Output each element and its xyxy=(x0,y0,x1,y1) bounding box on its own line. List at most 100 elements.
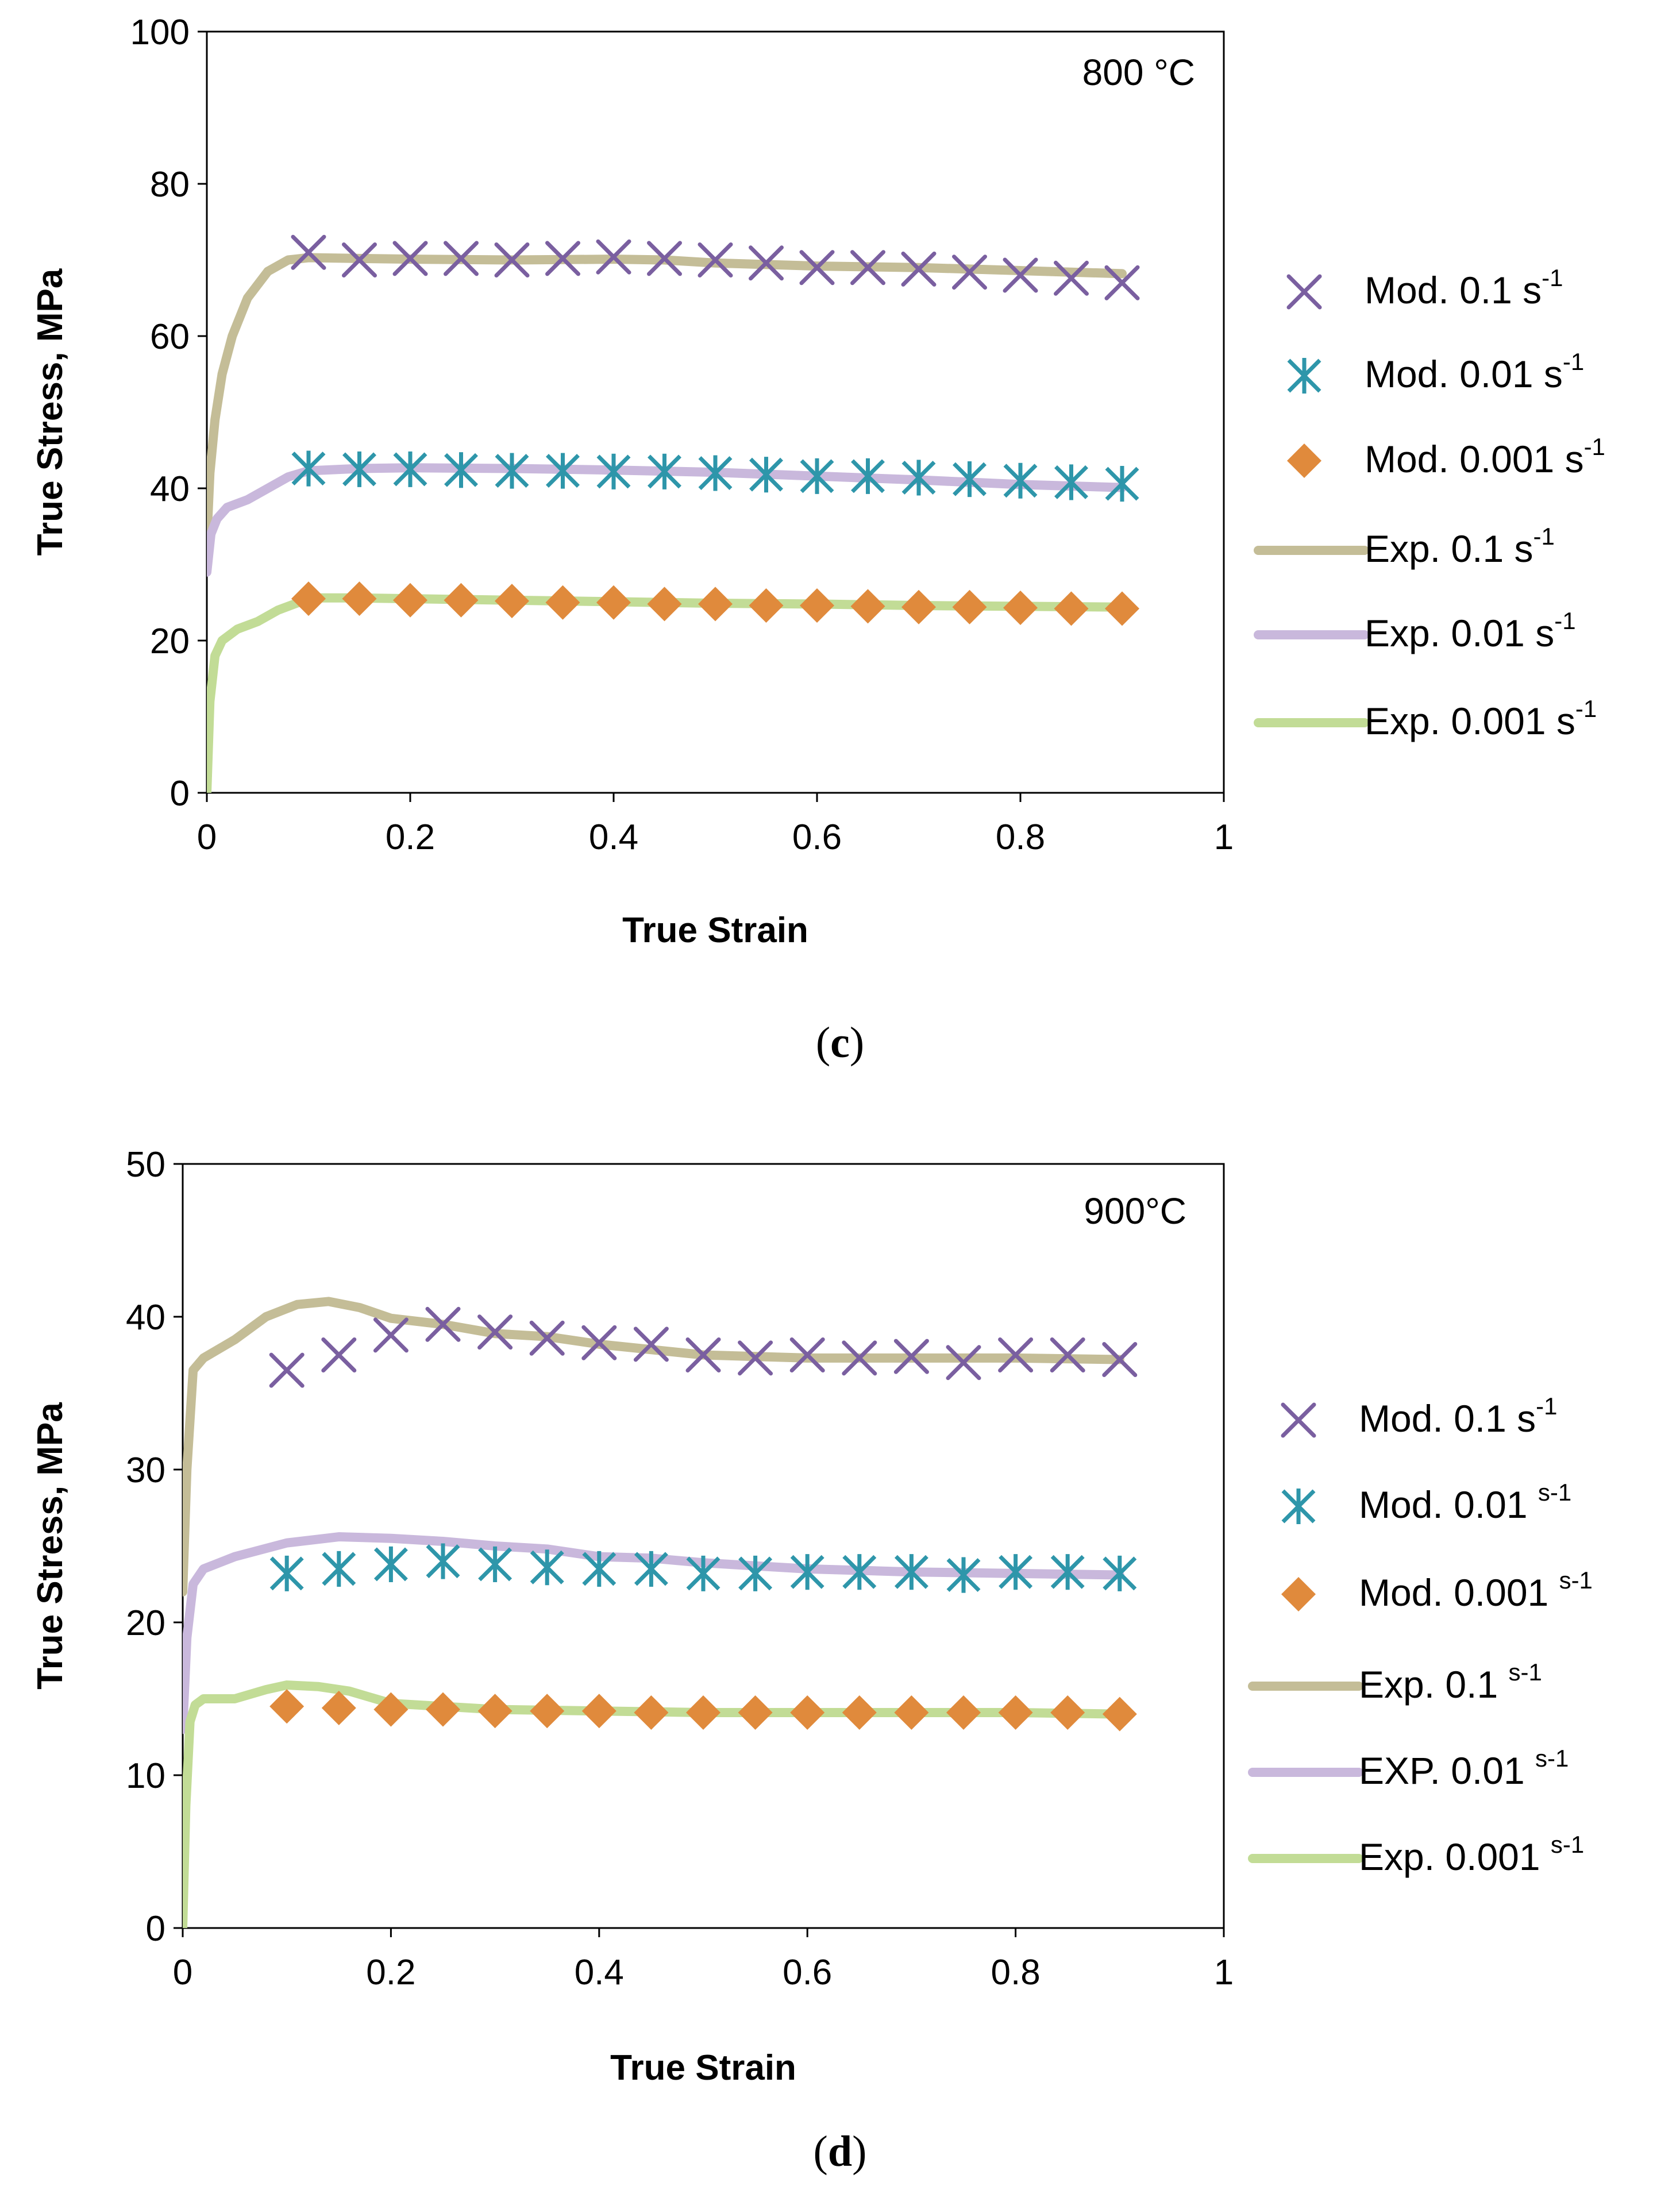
y-tick-label: 100 xyxy=(130,13,190,52)
data-point-marker-b xyxy=(269,1352,305,1388)
data-point-marker xyxy=(530,1694,565,1729)
legend-item: Mod. 0.1 s-1 xyxy=(1286,264,1563,311)
data-point-marker-b xyxy=(850,250,885,286)
x-tick-label: 0.2 xyxy=(366,1953,415,1992)
legend-label-exponent: s-1 xyxy=(1551,1831,1584,1858)
legend-label-exponent: s-1 xyxy=(1509,1659,1542,1686)
legend-item: Exp. 0.001 s-1 xyxy=(1248,1831,1584,1878)
legend-label-exponent: -1 xyxy=(1533,523,1555,550)
x-tick-label: 0 xyxy=(173,1953,192,1992)
data-point-marker-b xyxy=(291,234,326,270)
series-line-exp-0-1-s-1 xyxy=(207,253,1127,546)
legend-label-text: EXP. 0.01 xyxy=(1359,1749,1535,1792)
data-point-marker xyxy=(269,1689,305,1724)
line-series-layer xyxy=(183,1297,1124,1928)
data-point-marker xyxy=(545,585,580,620)
x-tick-label: 0.4 xyxy=(575,1953,624,1992)
y-tick-label: 50 xyxy=(126,1145,165,1185)
panel-label-close: ) xyxy=(850,1019,864,1067)
x-tick-label: 1 xyxy=(1214,818,1234,857)
y-tick-label: 0 xyxy=(146,1909,165,1949)
legend-label: Mod. 0.001 s-1 xyxy=(1365,433,1605,480)
x-axis-title: True Strain xyxy=(610,2048,796,2088)
legend-label-exponent: -1 xyxy=(1542,264,1563,291)
data-point-marker xyxy=(790,1695,825,1730)
y-tick-label: 10 xyxy=(126,1756,165,1796)
data-point-marker xyxy=(291,581,326,616)
y-axis-title: True Stress, MPa xyxy=(30,268,70,556)
panel-label-open: ( xyxy=(814,2127,828,2176)
y-tick-label: 60 xyxy=(150,317,190,357)
legend-label: Mod. 0.01 s-1 xyxy=(1365,348,1584,395)
series-markers-mod-0-001-s-1 xyxy=(291,581,1139,626)
panel-label-letter: c xyxy=(830,1019,850,1067)
legend-marker xyxy=(1287,444,1321,478)
legend-item: Mod. 0.001 s-1 xyxy=(1287,433,1605,480)
legend-label-text: Exp. 0.1 xyxy=(1359,1663,1509,1706)
data-point-marker-b xyxy=(596,239,631,275)
panel-label-open: ( xyxy=(816,1019,830,1067)
data-point-marker-b xyxy=(425,1306,461,1342)
legend-label: EXP. 0.01 s-1 xyxy=(1359,1745,1569,1792)
y-tick-label: 40 xyxy=(150,469,190,509)
y-tick-label: 0 xyxy=(170,774,190,813)
legend-item: Exp. 0.1 s-1 xyxy=(1248,1659,1542,1706)
marker-series-layer xyxy=(291,234,1140,626)
data-point-marker xyxy=(946,1695,981,1730)
legend-label: Exp. 0.1 s-1 xyxy=(1359,1659,1542,1706)
data-point-marker xyxy=(581,1694,616,1729)
temperature-annotation: 800 °C xyxy=(1082,52,1195,93)
data-point-marker-b xyxy=(1050,1337,1085,1372)
legend-label-exponent: -1 xyxy=(1554,607,1575,634)
data-point-marker-b xyxy=(998,1337,1034,1372)
panel-label: (d) xyxy=(814,2127,867,2176)
data-point-marker-b xyxy=(738,1340,773,1376)
series-markers-mod-0-01-s-1 xyxy=(291,450,1139,502)
legend-label: Mod. 0.01 s-1 xyxy=(1359,1479,1571,1526)
series-markers-mod-0-01-s-1 xyxy=(269,1543,1137,1593)
legend-label-text: Mod. 0.001 s xyxy=(1365,438,1584,480)
legend-label-text: Exp. 0.001 s xyxy=(1365,700,1575,742)
legend-label-exponent: -1 xyxy=(1584,433,1605,460)
data-point-marker-b xyxy=(342,242,377,277)
y-tick-label: 40 xyxy=(126,1298,165,1337)
series-markers-mod-0-001-s-1 xyxy=(269,1689,1137,1732)
data-point-marker xyxy=(1102,1696,1137,1732)
legend-label: Exp. 0.1 s-1 xyxy=(1365,523,1555,570)
legend-item: Mod. 0.001 s-1 xyxy=(1281,1567,1593,1614)
data-point-marker xyxy=(1050,1695,1085,1730)
legend-label-text: Mod. 0.1 s xyxy=(1365,269,1542,311)
data-point-marker xyxy=(738,1695,773,1730)
data-point-marker xyxy=(952,589,987,624)
data-point-marker xyxy=(444,583,479,618)
data-point-marker xyxy=(842,1695,877,1730)
plot-area-frame xyxy=(182,1163,1225,1929)
data-point-marker xyxy=(495,584,529,619)
data-point-marker xyxy=(1105,591,1139,626)
data-point-marker-b xyxy=(321,1337,357,1372)
x-tick-label: 0.6 xyxy=(783,1953,832,1992)
data-point-marker-b xyxy=(952,255,987,290)
data-point-marker xyxy=(850,589,885,624)
data-point-marker-b xyxy=(581,1325,617,1360)
data-point-marker-b xyxy=(494,242,530,277)
data-point-marker-b xyxy=(1003,257,1038,293)
legend-label-exponent: -1 xyxy=(1575,695,1597,722)
data-point-marker-b xyxy=(789,1337,825,1372)
y-axis-title: True Stress, MPa xyxy=(30,1402,70,1690)
legend-label: Mod. 0.1 s-1 xyxy=(1365,264,1563,311)
data-point-marker xyxy=(1003,591,1038,626)
data-point-marker xyxy=(596,585,631,620)
data-point-marker xyxy=(647,587,682,622)
legend-marker-b xyxy=(1281,1402,1316,1438)
legend-item: EXP. 0.01 s-1 xyxy=(1248,1745,1569,1792)
legend-item: Mod. 0.01 s-1 xyxy=(1287,348,1584,395)
data-point-marker-b xyxy=(842,1340,877,1376)
series-markers-mod-0-1-s-1 xyxy=(291,234,1140,300)
data-point-marker-b xyxy=(698,242,733,277)
data-point-marker xyxy=(342,581,377,616)
data-point-marker xyxy=(321,1690,356,1725)
y-tick-label: 20 xyxy=(150,622,190,661)
legend-label: Mod. 0.1 s-1 xyxy=(1359,1393,1558,1440)
